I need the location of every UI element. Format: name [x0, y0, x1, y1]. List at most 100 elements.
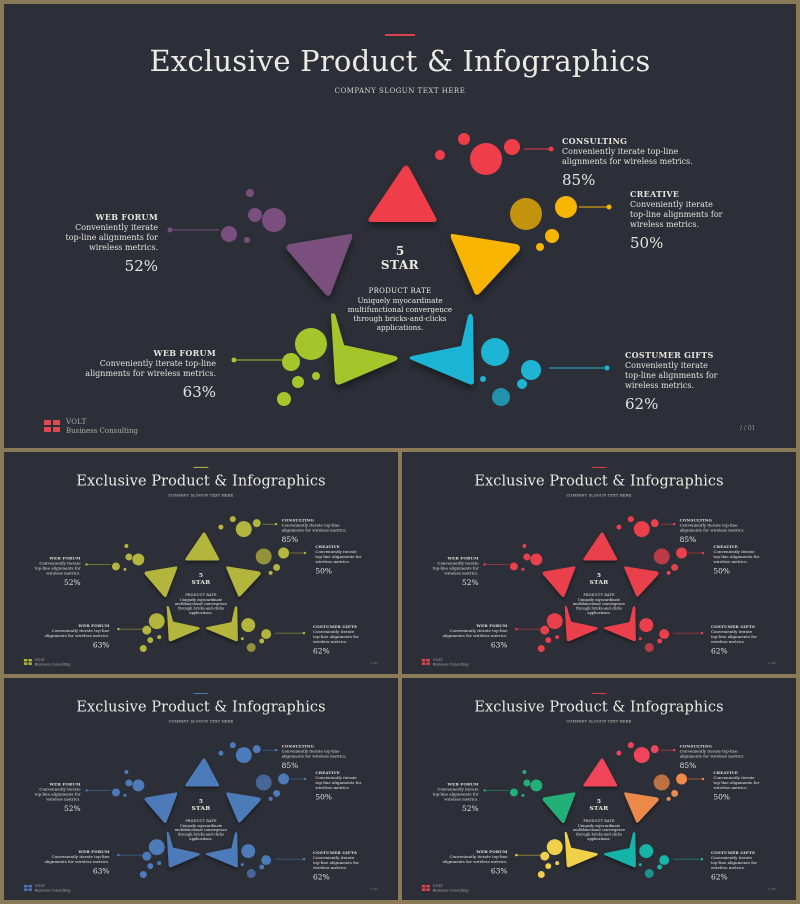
- bubbles-bottom-right: [240, 844, 272, 878]
- thumbnail-olive[interactable]: Exclusive Product & Infographics COMPANY…: [4, 452, 398, 674]
- label-desc: Conveniently iterate top-line alignments…: [562, 147, 693, 166]
- slide-slogan: COMPANY SLOGUN TEXT HERE: [566, 719, 632, 724]
- accent-line: [193, 692, 209, 694]
- label-percent: 85%: [562, 171, 596, 189]
- slide-slogan: COMPANY SLOGUN TEXT HERE: [168, 493, 234, 498]
- center-number: 5: [596, 797, 602, 805]
- center-text: 5 STAR PRODUCT RATE Uniquely myocardinat…: [334, 244, 466, 332]
- label-title: WEB FORUM: [95, 212, 158, 222]
- star-point-bottom-left: [166, 831, 200, 868]
- center-text: 5 STAR PRODUCT RATE Uniquely myocardinat…: [566, 797, 632, 841]
- star-point-top: [368, 165, 437, 222]
- label-desc: Conveniently iterate top-line alignments…: [65, 223, 159, 252]
- label-title: WEB FORUM: [476, 849, 508, 855]
- label-web-forum-top: WEB FORUM Conveniently iterate top-line …: [431, 555, 479, 586]
- page-number: / / 01: [768, 887, 776, 891]
- slide-slogan: COMPANY SLOGUN TEXT HERE: [168, 719, 234, 724]
- label-title: COSTUMER GIFTS: [312, 850, 358, 856]
- thumbnail-red[interactable]: Exclusive Product & Infographics COMPANY…: [402, 452, 796, 674]
- label-title: CONSULTING: [562, 136, 628, 146]
- volt-logo-icon: [421, 884, 430, 891]
- connector-lines: [484, 749, 703, 860]
- label-desc: Conveniently iterate top-line alignments…: [442, 628, 508, 639]
- thumbnail-blue[interactable]: Exclusive Product & Infographics COMPANY…: [4, 678, 398, 900]
- star-infographic: [483, 516, 705, 652]
- brand-name: VOLT: [34, 883, 46, 888]
- page-number: / / 01: [370, 661, 378, 665]
- label-percent: 63%: [490, 866, 508, 876]
- connector-dots: [483, 748, 705, 861]
- star-point-bottom-right: [205, 606, 238, 642]
- accent-line: [385, 34, 415, 36]
- star-infographic: [167, 133, 612, 406]
- label-percent: 85%: [679, 535, 697, 545]
- connector-dots: [167, 146, 612, 371]
- brand-name: VOLT: [432, 657, 444, 662]
- label-desc: Conveniently iterate top-line alignments…: [312, 629, 359, 645]
- label-web-forum-bottom: WEB FORUM Conveniently iterate top-line …: [39, 623, 109, 649]
- brand-subtitle: Business Consulting: [432, 888, 469, 893]
- center-star-label: STAR: [380, 258, 420, 272]
- star-point-top: [185, 758, 220, 787]
- label-percent: 52%: [64, 803, 81, 813]
- label-desc: Conveniently iterate top-line alignments…: [432, 786, 479, 802]
- center-number: 5: [596, 571, 602, 579]
- label-desc: Conveniently iterate top-line alignments…: [44, 854, 110, 865]
- label-title: CONSULTING: [281, 743, 315, 749]
- label-desc: Conveniently iterate top-line alignments…: [281, 523, 347, 533]
- bubbles-left: [111, 770, 145, 797]
- product-rate-title: PRODUCT RATE: [368, 287, 432, 295]
- label-desc: Conveniently iterate top-line alignments…: [34, 560, 81, 576]
- bubbles-bottom-right: [638, 618, 670, 652]
- label-title: WEB FORUM: [78, 849, 110, 855]
- product-rate-title: PRODUCT RATE: [185, 592, 217, 597]
- label-costumer-gifts: COSTUMER GIFTS Conveniently iterate top-…: [711, 850, 761, 881]
- brand: VOLT Business Consulting: [35, 884, 71, 892]
- star-point-bottom-right: [603, 832, 636, 868]
- star-point-right: [226, 792, 261, 823]
- label-title: WEB FORUM: [447, 781, 479, 787]
- label-desc: Conveniently iterate top-line alignments…: [713, 775, 760, 790]
- thumbnail-multicolor[interactable]: Exclusive Product & Infographics COMPANY…: [402, 678, 796, 900]
- star-point-top: [583, 758, 618, 787]
- bubbles-bottom-right: [638, 844, 670, 878]
- label-web-forum-top: WEB FORUM Conveniently iterate top-line …: [33, 781, 81, 812]
- star-point-bottom-left: [564, 605, 598, 642]
- center-number: 5: [198, 797, 204, 805]
- bubbles-top: [616, 516, 659, 538]
- label-creative: CREATIVE Conveniently iterate top-line a…: [315, 770, 365, 801]
- label-consulting: CONSULTING Conveniently iterate top-line…: [680, 744, 760, 770]
- page-number: / / 01: [740, 425, 756, 432]
- volt-logo-icon: [44, 420, 61, 433]
- star-point-bottom-right: [409, 313, 474, 385]
- label-consulting: CONSULTING Conveniently iterate top-line…: [680, 518, 760, 544]
- label-title: WEB FORUM: [49, 555, 81, 561]
- bubbles-right: [510, 196, 577, 251]
- star-point-left: [286, 233, 353, 296]
- product-rate-title: PRODUCT RATE: [185, 818, 217, 823]
- slide-canvas: Exclusive Product & Infographics COMPANY…: [4, 678, 398, 899]
- bubbles-right: [653, 773, 688, 801]
- center-star-label: STAR: [191, 804, 211, 812]
- label-desc: Conveniently iterate top-line alignments…: [432, 560, 479, 576]
- bubbles-right: [255, 773, 290, 801]
- bubbles-top: [218, 516, 261, 538]
- bubbles-top: [616, 742, 659, 764]
- label-desc: Conveniently iterate top-line alignments…: [442, 854, 508, 865]
- label-consulting: CONSULTING Conveniently iterate top-line…: [562, 136, 722, 189]
- brand-name: VOLT: [66, 418, 87, 426]
- slide-title: Exclusive Product & Infographics: [474, 697, 724, 715]
- label-percent: 50%: [713, 792, 731, 802]
- label-web-forum-top: WEB FORUM Conveniently iterate top-line …: [62, 212, 159, 275]
- label-web-forum-bottom: WEB FORUM Conveniently iterate top-line …: [437, 849, 508, 876]
- star-point-bottom-left: [166, 605, 200, 642]
- center-text: 5 STAR PRODUCT RATE Uniquely myocardinat…: [168, 571, 234, 615]
- label-title: CREATIVE: [713, 544, 738, 550]
- label-desc: Conveniently iterate top-line alignments…: [312, 855, 359, 871]
- bubbles-bottom-left: [139, 839, 165, 878]
- label-percent: 52%: [462, 577, 479, 587]
- label-creative: CREATIVE Conveniently iterate top-line a…: [713, 770, 763, 801]
- slide-canvas: Exclusive Product & Infographics COMPANY…: [4, 4, 796, 448]
- label-costumer-gifts: COSTUMER GIFTS Conveniently iterate top-…: [313, 624, 363, 655]
- brand-subtitle: Business Consulting: [66, 427, 139, 435]
